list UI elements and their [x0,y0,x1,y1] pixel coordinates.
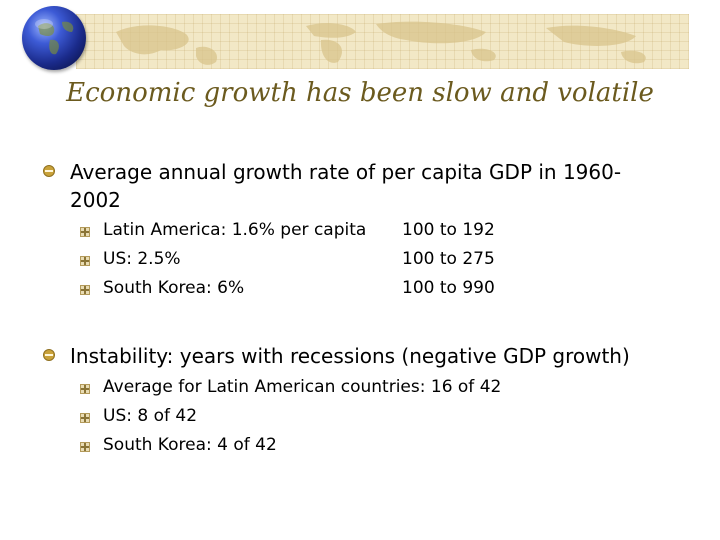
header-banner [76,14,689,69]
section1-heading-line2: 2002 [70,188,121,212]
globe-icon [22,6,86,70]
section1-item-value: 100 to 990 [402,278,495,298]
section1-item-label: South Korea: 6% [103,278,245,298]
section1-item-label: US: 2.5% [103,249,181,269]
square-bullet-icon [80,384,90,394]
square-bullet-icon [80,442,90,452]
round-bullet-icon [43,165,55,177]
world-map-decoration [116,21,646,65]
slide-title: Economic growth has been slow and volati… [66,78,654,108]
section1-item-value: 100 to 275 [402,249,495,269]
section2-heading: Instability: years with recessions (nega… [70,344,630,368]
section1-item-value: 100 to 192 [402,220,495,240]
square-bullet-icon [80,285,90,295]
section2-item: South Korea: 4 of 42 [103,435,277,455]
square-bullet-icon [80,227,90,237]
section1-item-label: Latin America: 1.6% per capita [103,220,367,240]
section2-item: Average for Latin American countries: 16… [103,377,502,397]
section1-heading-line1: Average annual growth rate of per capita… [70,160,622,184]
square-bullet-icon [80,413,90,423]
round-bullet-icon [43,349,55,361]
square-bullet-icon [80,256,90,266]
section2-item: US: 8 of 42 [103,406,198,426]
